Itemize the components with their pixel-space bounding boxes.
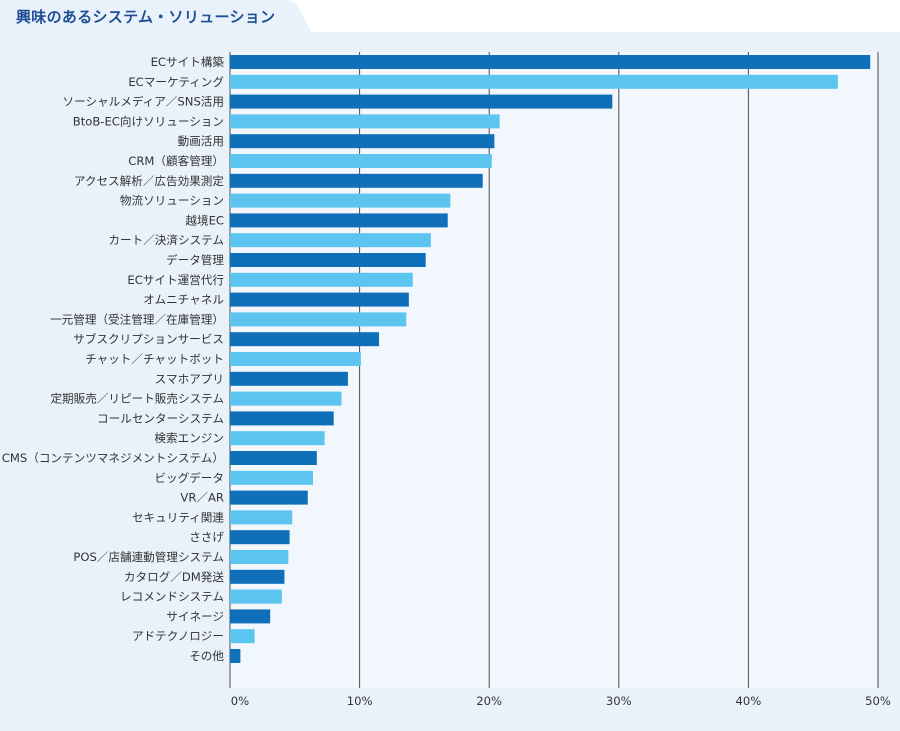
bar-14 bbox=[230, 332, 380, 347]
x-tick-label-10: 10% bbox=[347, 694, 373, 708]
category-label-26: カタログ／DM発送 bbox=[124, 570, 224, 584]
bar-8 bbox=[230, 213, 448, 228]
category-label-22: VR／AR bbox=[180, 491, 224, 505]
category-label-1: ECマーケティング bbox=[128, 75, 224, 89]
category-label-19: 検索エンジン bbox=[154, 431, 224, 445]
bar-6 bbox=[230, 173, 483, 188]
category-label-4: 動画活用 bbox=[178, 134, 224, 148]
category-label-7: 物流ソリューション bbox=[120, 194, 224, 208]
bar-5 bbox=[230, 154, 492, 168]
bar-22 bbox=[230, 490, 308, 505]
bar-30 bbox=[230, 649, 241, 663]
bar-13 bbox=[230, 312, 407, 327]
category-label-18: コールセンターシステム bbox=[97, 411, 224, 425]
bar-4 bbox=[230, 134, 495, 149]
x-tick-label-50: 50% bbox=[865, 694, 891, 708]
category-label-11: ECサイト運営代行 bbox=[127, 273, 224, 287]
bar-3 bbox=[230, 114, 500, 129]
bar-23 bbox=[230, 510, 293, 525]
bar-19 bbox=[230, 431, 325, 446]
category-label-6: アクセス解析／広告効果測定 bbox=[74, 174, 225, 188]
category-label-23: セキュリティ関連 bbox=[132, 510, 224, 524]
bar-11 bbox=[230, 272, 413, 287]
category-label-8: 越境EC bbox=[185, 213, 224, 227]
category-label-9: カート／決済システム bbox=[108, 233, 224, 247]
category-label-27: レコメンドシステム bbox=[120, 590, 224, 604]
category-label-17: 定期販売／リピート販売システム bbox=[50, 392, 224, 406]
category-label-28: サイネージ bbox=[166, 609, 224, 623]
category-label-5: CRM（顧客管理） bbox=[128, 154, 224, 168]
category-label-30: その他 bbox=[189, 649, 224, 663]
bar-27 bbox=[230, 589, 282, 604]
category-label-15: チャット／チャットボット bbox=[85, 352, 224, 366]
bar-20 bbox=[230, 451, 317, 465]
category-label-16: スマホアプリ bbox=[155, 372, 224, 386]
category-label-21: ビッグデータ bbox=[154, 471, 224, 485]
bar-18 bbox=[230, 411, 334, 426]
category-label-24: ささげ bbox=[189, 530, 224, 544]
category-label-25: POS／店舗連動管理システム bbox=[73, 550, 224, 564]
category-label-3: BtoB-EC向けソリューション bbox=[73, 114, 224, 128]
x-tick-label-20: 20% bbox=[476, 694, 502, 708]
bar-9 bbox=[230, 233, 431, 248]
x-tick-label-0: 0% bbox=[231, 694, 249, 708]
category-label-0: ECサイト構築 bbox=[151, 55, 225, 69]
bar-12 bbox=[230, 292, 409, 307]
category-label-2: ソーシャルメディア／SNS活用 bbox=[63, 95, 224, 109]
bar-7 bbox=[230, 193, 451, 208]
bar-29 bbox=[230, 629, 255, 644]
bar-21 bbox=[230, 470, 313, 485]
chart-title: 興味のあるシステム・ソリューション bbox=[16, 8, 276, 26]
bar-16 bbox=[230, 371, 348, 386]
category-label-20: CMS（コンテンツマネジメントシステム） bbox=[2, 451, 224, 465]
bar-24 bbox=[230, 530, 290, 545]
bar-26 bbox=[230, 569, 285, 584]
bar-28 bbox=[230, 609, 271, 624]
bar-10 bbox=[230, 253, 426, 267]
category-label-10: データ管理 bbox=[166, 253, 224, 267]
bar-15 bbox=[230, 352, 361, 366]
chart-panel: ECサイト構築 ECマーケティングソーシャルメディア／SNS活用 BtoB-EC向け… bbox=[0, 32, 900, 731]
category-label-14: サブスクリプションサービス bbox=[73, 332, 224, 346]
title-tab bbox=[0, 0, 312, 34]
x-tick-label-40: 40% bbox=[736, 694, 762, 708]
bar-0 bbox=[230, 55, 871, 69]
x-tick-label-30: 30% bbox=[606, 694, 632, 708]
category-label-13: 一元管理（受注管理／在庫管理） bbox=[50, 312, 224, 326]
bar-25 bbox=[230, 550, 289, 564]
category-label-12: オムニチャネル bbox=[143, 293, 224, 307]
category-label-29: アドテクノロジー bbox=[132, 629, 224, 643]
bar-2 bbox=[230, 94, 613, 109]
bar-17 bbox=[230, 391, 342, 406]
bar-1 bbox=[230, 74, 838, 89]
